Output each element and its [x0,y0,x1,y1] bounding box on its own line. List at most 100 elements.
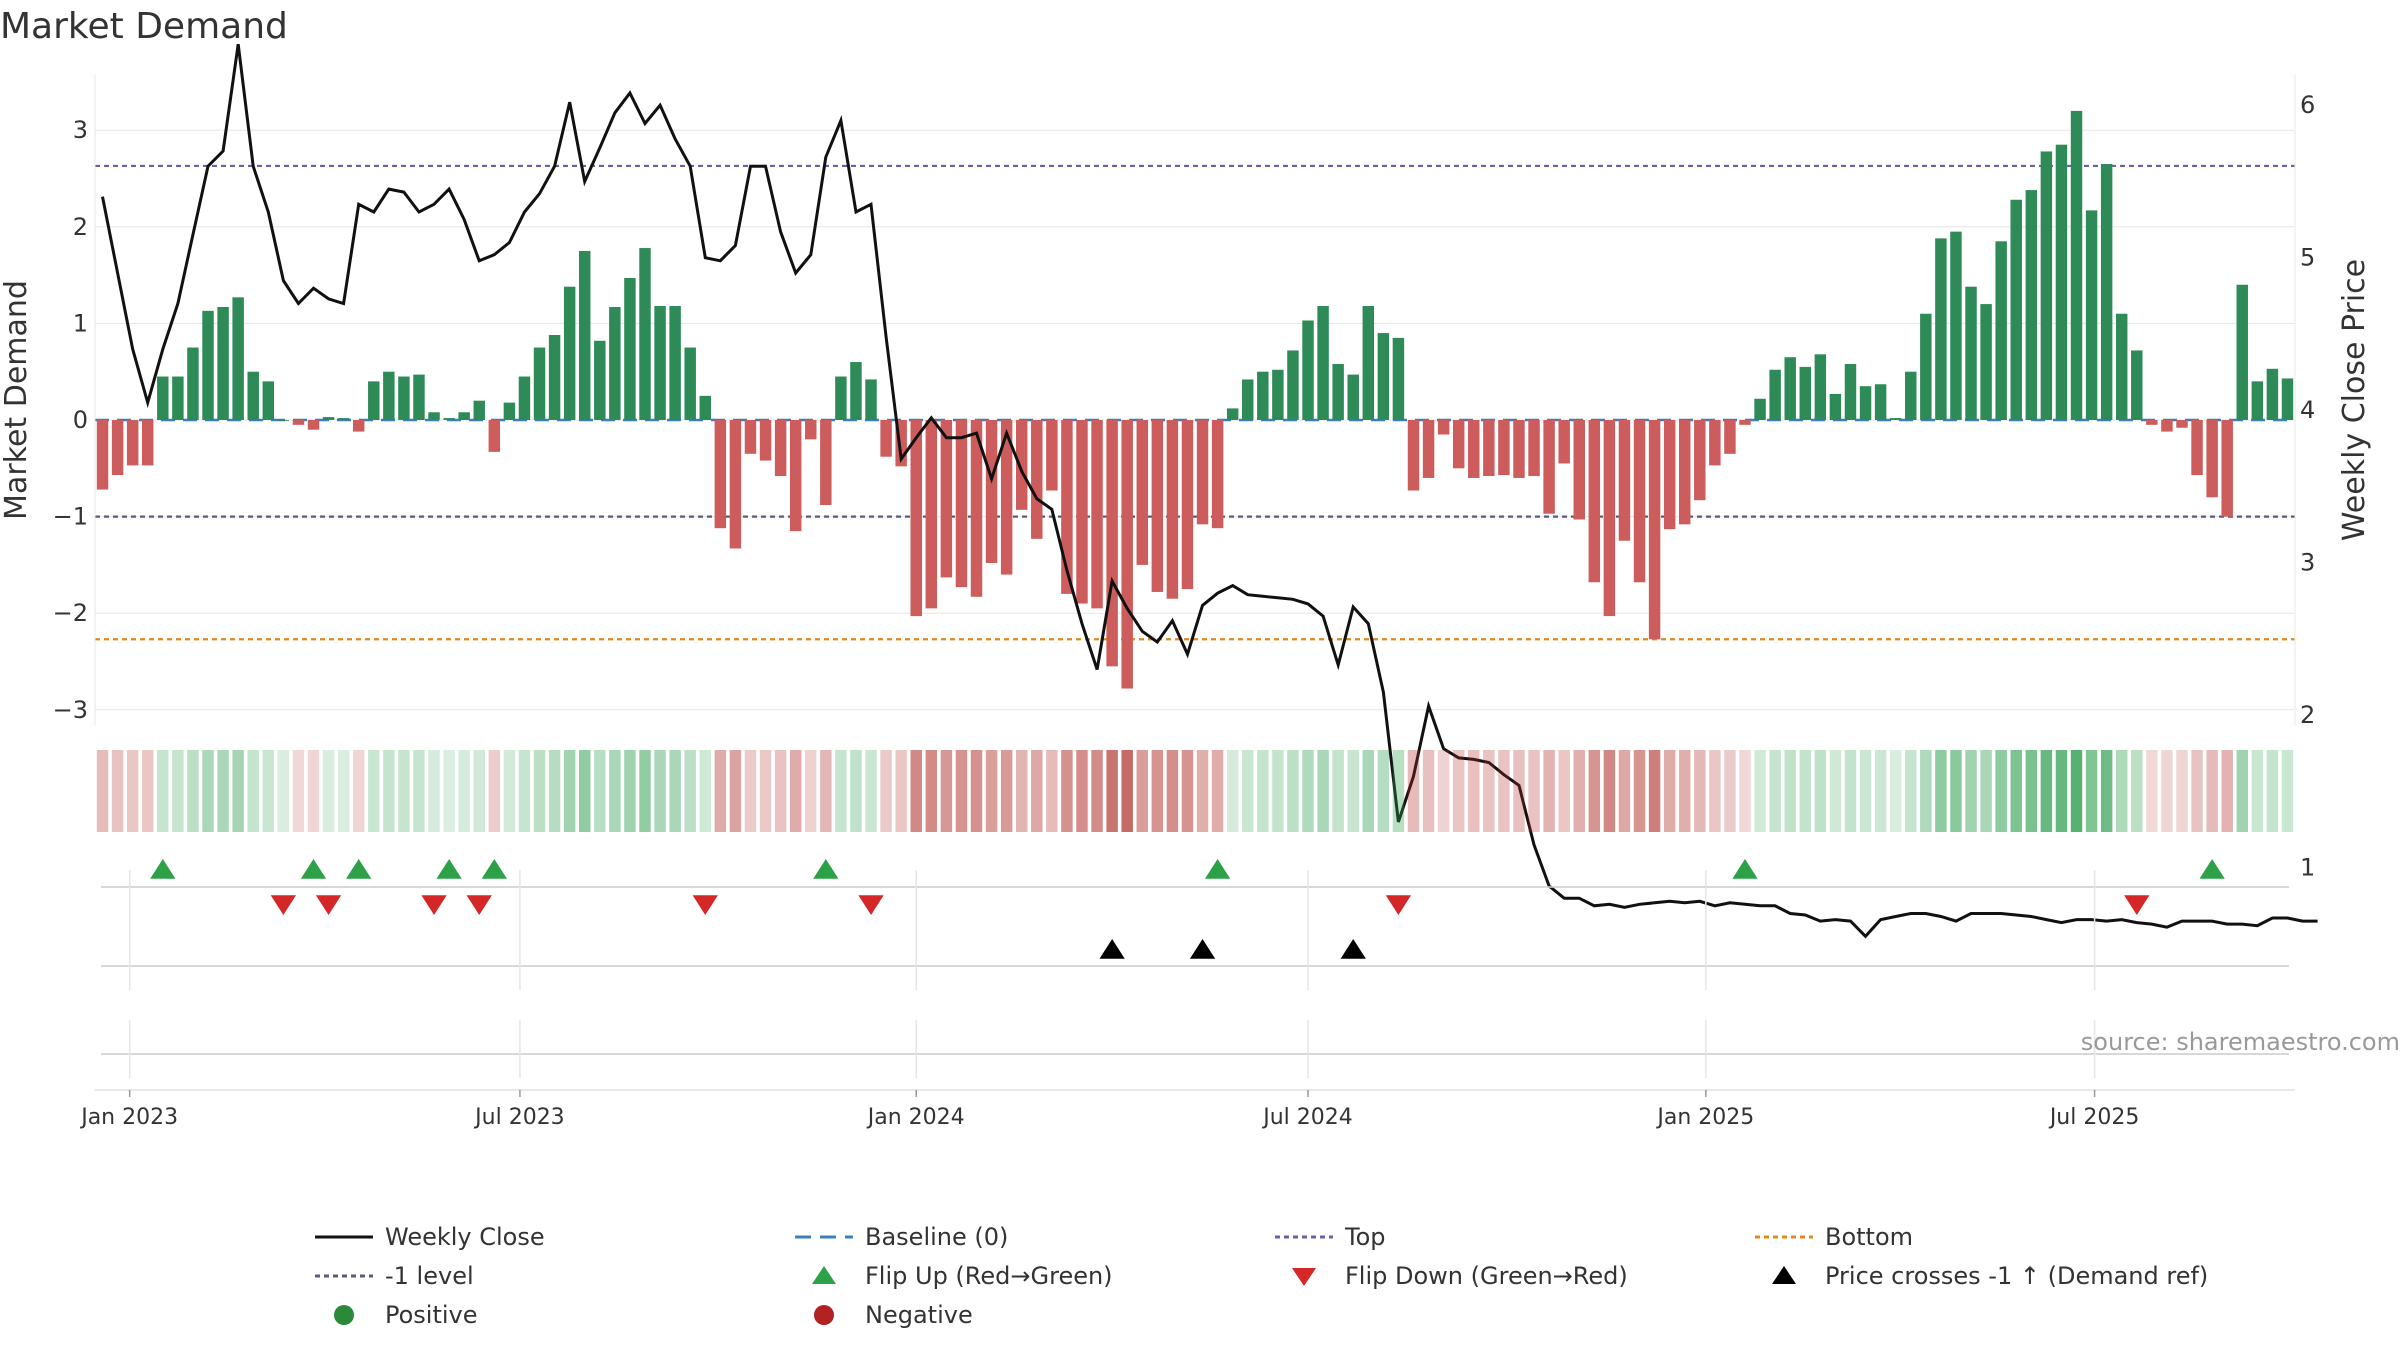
legend-label: Weekly Close [385,1223,545,1251]
heat-cell [1392,750,1405,832]
demand-bar [352,420,365,432]
y-left-tick-label: 0 [73,406,88,434]
demand-bar [247,371,259,420]
heat-cell [458,750,470,832]
flip-up-marker [150,859,176,879]
demand-bar [398,376,410,420]
heat-cell [96,750,109,832]
flip-down-marker [270,895,297,915]
y-right-tick-label: 2 [2300,701,2315,729]
heat-cell [1739,750,1751,832]
heat-cell [594,750,606,832]
demand-bar [2010,199,2022,420]
demand-bar [292,420,305,425]
heat-cell [1724,750,1736,832]
heat-cell [548,750,561,832]
heat-cell [744,750,757,832]
demand-bar [1046,420,1058,491]
heat-cell [1920,750,1932,832]
demand-bar [1814,354,1827,420]
heat-cell [1136,750,1148,832]
legend-label: -1 level [385,1262,474,1290]
demand-bar [1136,420,1148,565]
heat-cell [1663,750,1676,832]
heat-cell [1694,750,1706,832]
y-right-tick-label: 6 [2300,91,2315,119]
demand-bar [1362,306,1375,420]
source-note: source: sharemaestro.com [2081,1028,2400,1056]
heat-cell [352,750,365,832]
demand-bar [2206,420,2218,498]
demand-bar [2191,420,2203,476]
heat-cell [2070,750,2083,832]
demand-bar [1935,238,1947,420]
demand-bar [1242,379,1254,420]
heat-cell [1046,750,1058,832]
legend-item: Price crosses -1 ↑ (Demand ref) [1772,1262,2208,1290]
demand-bar [1015,420,1028,510]
heat-cell [2085,750,2098,832]
heat-cell [322,750,335,832]
legend-swatch-triangle-up [1772,1266,1796,1284]
demand-bar [1965,286,1977,420]
demand-bar [1272,369,1284,420]
demand-bars [96,110,2294,689]
heat-cell [1874,750,1887,832]
heat-cell [1422,750,1435,832]
heat-cell [1407,750,1420,832]
demand-bar [2161,420,2173,432]
heat-cell [1633,750,1646,832]
demand-bar [910,420,922,617]
heat-cell [1452,750,1465,832]
y-left-tick-label: 2 [73,213,88,241]
x-axis-ticks: Jan 2023 Jul 2023 Jan 2024 Jul 2024 Jan 2025… [79,1089,2295,1130]
y-axis-right-label: Weekly Close Price [2337,259,2372,541]
demand-bar [714,420,727,529]
demand-bar [880,420,892,457]
heat-cell [925,750,938,832]
demand-bar [1347,374,1359,420]
demand-bar [2070,110,2083,420]
legend-label: Bottom [1825,1223,1913,1251]
flip-up-marker [1732,859,1758,879]
demand-bar [1633,420,1646,583]
legend-item: Bottom [1755,1223,1913,1251]
heat-cell [955,750,968,832]
demand-bar [1754,398,1766,420]
heat-cell [1603,750,1616,832]
y-left-tick-label: 3 [73,116,88,144]
demand-bar [1799,366,1811,420]
demand-bar [1663,420,1676,530]
demand-bar [2055,144,2068,420]
demand-bar [1859,386,1872,420]
heat-cell [277,750,290,832]
reference-lines [95,164,2295,641]
demand-bar [1287,350,1299,420]
heat-cell [1121,750,1133,832]
demand-bar [955,420,968,588]
heat-cell [1648,750,1661,832]
heat-cell [1859,750,1872,832]
heat-cell [1076,750,1088,832]
heat-cell [1317,750,1329,832]
y-left-tick-label: 1 [73,309,88,337]
demand-bar [865,379,877,420]
heat-cell [1211,750,1224,832]
heat-cell [2055,750,2068,832]
y-right-tick-label: 4 [2300,396,2315,424]
demand-bar [1513,420,1525,478]
flip-up-marker [346,859,372,879]
demand-bar [322,417,335,420]
demand-bar [217,306,229,420]
demand-bar [1543,420,1555,514]
x-tick-label: Jul 2025 [2048,1105,2140,1130]
demand-bar [1211,420,1224,529]
heat-cell [368,750,380,832]
legend-label: Baseline (0) [865,1223,1008,1251]
demand-bar [96,420,109,490]
heat-cell [1242,750,1254,832]
demand-bar [1000,420,1013,575]
heat-cell [1362,750,1375,832]
heat-cell [1106,750,1118,832]
